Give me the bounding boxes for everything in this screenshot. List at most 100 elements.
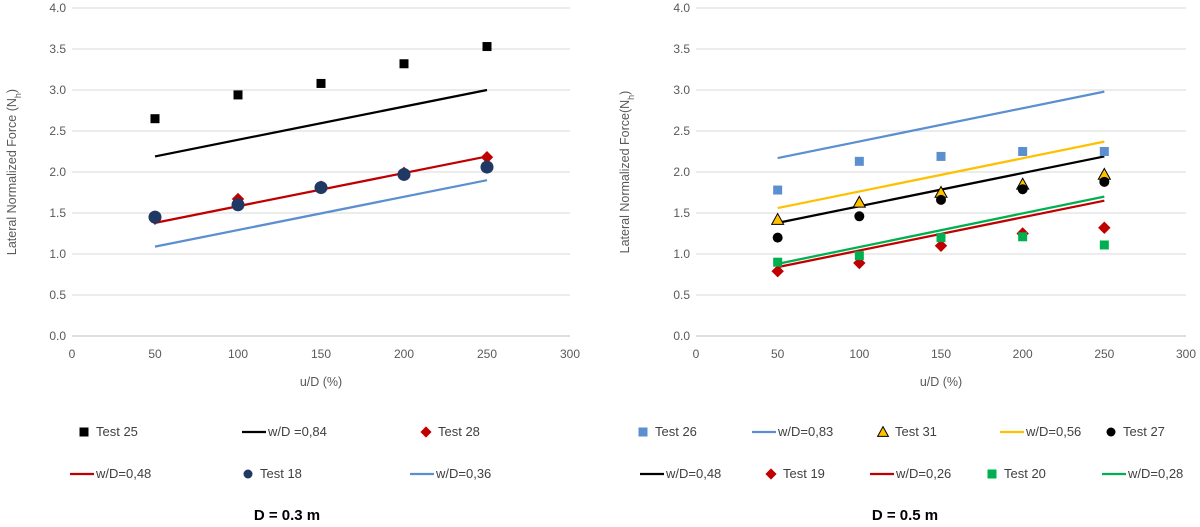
legend-entry: w/D=0,48 — [640, 466, 721, 481]
y-tick-label: 1.0 — [49, 247, 66, 261]
legend-label: w/D=0,28 — [1127, 466, 1183, 481]
legend-label: w/D=0,48 — [665, 466, 721, 481]
x-tick-label: 150 — [931, 347, 951, 361]
series-line — [777, 140, 1105, 210]
legend-entry: w/D=0,83 — [752, 424, 833, 439]
legend-entry: w/D=0,36 — [410, 466, 491, 481]
y-tick-label: 0.0 — [673, 329, 690, 343]
series-line — [154, 179, 488, 248]
legend-marker-swatch — [638, 427, 648, 437]
x-tick-label: 300 — [560, 347, 580, 361]
y-tick-label: 0.5 — [49, 288, 66, 302]
data-point — [480, 160, 494, 174]
legend-entry: Test 18 — [243, 466, 302, 481]
legend-entry: w/D=0,26 — [870, 466, 951, 481]
data-point — [770, 212, 785, 225]
data-point — [772, 232, 783, 243]
y-tick-label: 1.5 — [49, 206, 66, 220]
legend-entry: Test 20 — [987, 466, 1046, 481]
legend-marker-swatch — [1106, 427, 1116, 437]
data-point — [854, 251, 864, 261]
legend-entry: w/D=0,28 — [1102, 466, 1183, 481]
series-line — [777, 90, 1105, 160]
legend-label: w/D =0,84 — [267, 424, 327, 439]
legend-label: Test 20 — [1004, 466, 1046, 481]
chart-1: 0.0 0.5 1.0 1.5 2.0 2.5 3.0 3.5 4.0 0 50 100 150 200 2… — [5, 1, 580, 524]
legend-label: Test 19 — [783, 466, 825, 481]
data-point — [771, 265, 784, 278]
legend-entry: w/D=0,48 — [70, 466, 151, 481]
data-point — [148, 210, 162, 224]
legend-entry: w/D=0,56 — [1000, 424, 1081, 439]
data-point — [233, 90, 243, 100]
legend-marker-swatch — [243, 469, 253, 479]
data-point — [316, 78, 326, 88]
data-point — [1099, 240, 1109, 250]
data-point — [854, 211, 865, 222]
y-axis-label: Lateral Normalized Force (Nh) — [5, 89, 23, 255]
y-tick-label: 3.0 — [673, 83, 690, 97]
data-point — [1017, 184, 1028, 195]
legend-entry: Test 26 — [638, 424, 697, 439]
chart-caption: D = 0.3 m — [254, 507, 320, 524]
data-point — [773, 257, 783, 267]
x-axis-label: u/D (%) — [920, 375, 962, 389]
legend-label: w/D=0,83 — [777, 424, 833, 439]
legend-entry: Test 25 — [79, 424, 138, 439]
x-tick-label: 250 — [1094, 347, 1114, 361]
legend-entry: Test 31 — [876, 424, 937, 439]
legend-marker-swatch — [79, 427, 89, 437]
data-point — [314, 181, 328, 195]
data-point — [231, 198, 245, 212]
legend-entry: Test 27 — [1106, 424, 1165, 439]
data-point — [773, 185, 783, 195]
data-point — [1018, 232, 1028, 242]
legend-label: Test 26 — [655, 424, 697, 439]
data-point — [480, 151, 494, 164]
legend-marker-swatch — [987, 469, 997, 479]
y-tick-label: 1.5 — [673, 206, 690, 220]
y-tick-label: 0.5 — [673, 288, 690, 302]
x-tick-label: 200 — [1013, 347, 1033, 361]
x-tick-label: 0 — [69, 347, 76, 361]
data-point — [150, 114, 160, 124]
legend-marker-swatch — [765, 468, 777, 480]
data-point — [936, 151, 946, 161]
x-tick-label: 100 — [228, 347, 248, 361]
chart-2: 0.0 0.5 1.0 1.5 2.0 2.5 3.0 3.5 4.0 0 50 100 150 200 2… — [618, 1, 1196, 524]
y-tick-label: 0.0 — [49, 329, 66, 343]
series-line — [154, 88, 488, 158]
legend-label: w/D=0,26 — [895, 466, 951, 481]
x-tick-label: 150 — [311, 347, 331, 361]
legend-label: w/D=0,48 — [95, 466, 151, 481]
data-point — [399, 59, 409, 69]
data-point — [852, 195, 867, 208]
x-axis-label: u/D (%) — [300, 375, 342, 389]
data-point — [397, 167, 411, 181]
legend-label: w/D=0,56 — [1025, 424, 1081, 439]
y-tick-label: 3.5 — [49, 42, 66, 56]
legend-marker-swatch — [420, 426, 432, 438]
y-tick-label: 1.0 — [673, 247, 690, 261]
legend-label: Test 27 — [1123, 424, 1165, 439]
chart-caption: D = 0.5 m — [872, 507, 938, 524]
x-tick-label: 250 — [477, 347, 497, 361]
x-tick-label: 0 — [693, 347, 700, 361]
y-tick-label: 2.5 — [49, 124, 66, 138]
data-point — [1018, 147, 1028, 156]
legend-entry: Test 28 — [420, 424, 480, 439]
x-tick-label: 100 — [849, 347, 869, 361]
legend-label: Test 25 — [96, 424, 138, 439]
data-point — [1099, 176, 1110, 187]
y-tick-label: 3.0 — [49, 83, 66, 97]
legend-entry: w/D =0,84 — [242, 424, 327, 439]
legend-label: Test 18 — [260, 466, 302, 481]
data-point — [936, 233, 946, 243]
legend-label: Test 31 — [895, 424, 937, 439]
y-axis-label: Lateral Normalized Force(Nh) — [618, 91, 636, 254]
data-point — [936, 194, 946, 205]
x-tick-label: 50 — [148, 347, 162, 361]
x-tick-label: 300 — [1176, 347, 1196, 361]
data-point — [934, 239, 948, 252]
